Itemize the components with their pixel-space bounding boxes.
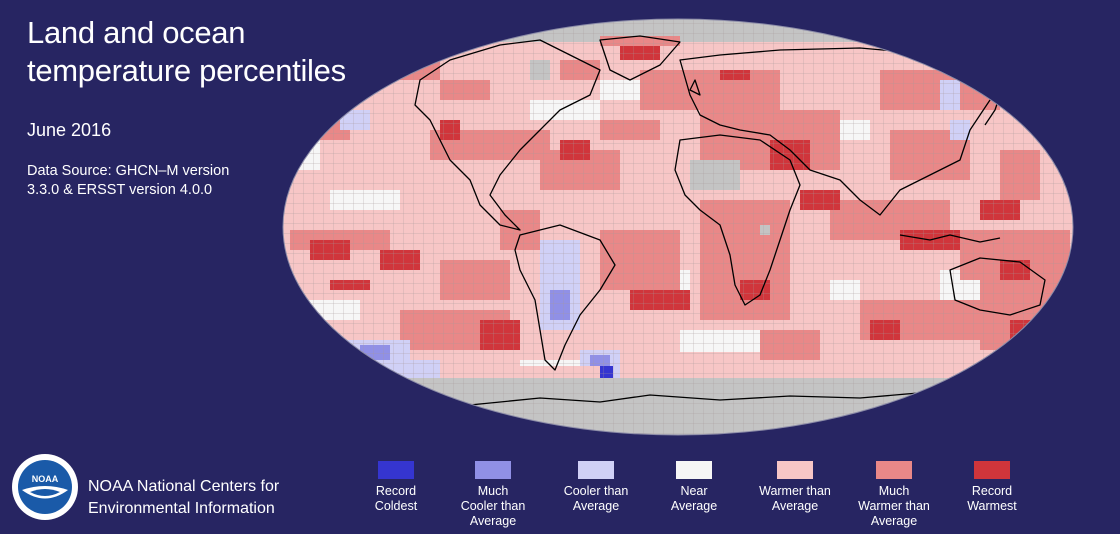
legend-label: Average — [469, 514, 517, 528]
legend-swatch — [378, 461, 414, 479]
noaa-logo: NOAA — [12, 454, 78, 520]
organization-name: NOAA National Centers for Environmental … — [88, 476, 279, 520]
legend-swatch — [676, 461, 712, 479]
legend-swatch — [974, 461, 1010, 479]
legend-item-near-average: Near Average — [642, 459, 746, 514]
organization-line-1: NOAA National Centers for — [88, 478, 280, 495]
legend-item-much-warmer: Much Warmer than Average — [842, 459, 946, 529]
legend-swatch — [777, 461, 813, 479]
legend-label: Average — [771, 499, 819, 513]
data-source-line-2: 3.3.0 & ERSST version 4.0.0 — [27, 182, 213, 198]
legend-label: Average — [870, 514, 918, 528]
grid-lines — [283, 19, 1073, 435]
legend-swatch — [578, 461, 614, 479]
legend-label: Much — [477, 484, 509, 498]
legend-item-warmer: Warmer than Average — [743, 459, 847, 514]
legend-swatch — [475, 461, 511, 479]
legend-label: Average — [572, 499, 620, 513]
legend-label: Cooler than — [460, 499, 526, 513]
legend-label: Much — [878, 484, 910, 498]
legend-item-much-cooler: Much Cooler than Average — [441, 459, 545, 529]
map-outline — [282, 18, 1074, 436]
legend-label: Cooler than — [563, 484, 629, 498]
legend-item-record-coldest: Record Coldest — [344, 459, 448, 514]
legend-label: Average — [670, 499, 718, 513]
legend-label: Record — [971, 484, 1013, 498]
legend-label: Warmer than — [759, 484, 831, 498]
organization-line-2: Environmental Information — [88, 500, 275, 517]
legend-label: Record — [375, 484, 417, 498]
legend-label: Near — [680, 484, 708, 498]
data-source-line-1: Data Source: GHCN–M version — [27, 163, 230, 179]
legend-item-cooler: Cooler than Average — [544, 459, 648, 514]
legend-swatch — [876, 461, 912, 479]
legend-label: Coldest — [374, 499, 418, 513]
data-source: Data Source: GHCN–M version 3.3.0 & ERSS… — [27, 162, 267, 200]
page-title: Land and ocean temperature percentiles — [27, 15, 346, 88]
noaa-logo-text: NOAA — [32, 474, 59, 484]
date-label: June 2016 — [27, 120, 112, 140]
legend-label: Warmer than — [858, 499, 930, 513]
legend-item-record-warmest: Record Warmest — [940, 459, 1044, 514]
legend-label: Warmest — [967, 499, 1017, 513]
